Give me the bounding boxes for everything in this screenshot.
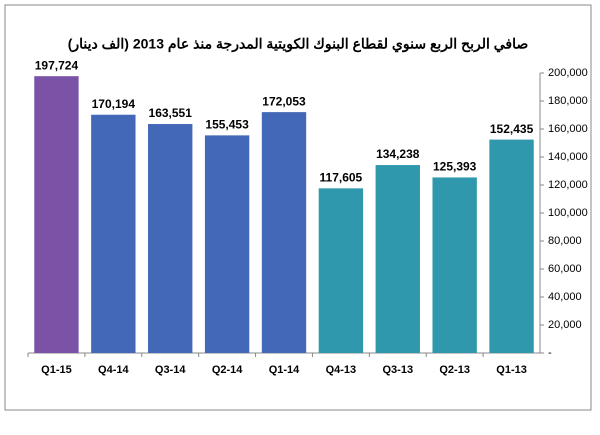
bar — [318, 188, 364, 353]
value-label: 125,393 — [433, 160, 477, 174]
y-tick-label: 180,000 — [548, 95, 588, 107]
y-tick-label: - — [548, 347, 552, 359]
y-tick-label: 20,000 — [548, 319, 582, 331]
y-tick-label: 160,000 — [548, 123, 588, 135]
value-label: 134,238 — [376, 147, 420, 161]
x-tick-label: Q2-13 — [439, 364, 470, 376]
y-tick-label: 140,000 — [548, 151, 588, 163]
x-tick-label: Q2-14 — [212, 364, 243, 376]
value-label: 155,453 — [205, 118, 249, 132]
bar — [375, 165, 420, 353]
y-tick-label: 40,000 — [548, 291, 582, 303]
bar — [261, 112, 307, 354]
y-tick-label: 120,000 — [548, 179, 588, 191]
value-label: 117,605 — [320, 171, 363, 185]
x-tick-label: Q3-14 — [155, 364, 186, 376]
bar — [432, 177, 477, 353]
bar — [204, 135, 250, 353]
x-tick-label: Q1-14 — [269, 364, 300, 376]
y-tick-label: 100,000 — [548, 207, 588, 219]
bar — [148, 124, 193, 354]
bar — [489, 139, 534, 353]
y-tick-label: 60,000 — [548, 263, 582, 275]
x-tick-label: Q3-13 — [382, 364, 413, 376]
y-tick-label: 80,000 — [548, 235, 582, 247]
x-tick-label: Q4-13 — [326, 364, 357, 376]
value-label: 163,551 — [149, 106, 193, 120]
chart-title: صافي الربح الربع سنوي لقطاع البنوك الكوي… — [68, 36, 529, 53]
bar — [34, 76, 79, 353]
value-label: 197,724 — [35, 58, 79, 72]
bar — [91, 114, 136, 354]
value-label: 170,194 — [92, 97, 136, 111]
y-tick-label: 200,000 — [548, 67, 588, 79]
x-tick-label: Q1-15 — [41, 364, 72, 376]
value-label: 172,053 — [262, 94, 306, 108]
x-tick-label: Q4-14 — [98, 364, 129, 376]
x-tick-label: Q1-13 — [496, 364, 527, 376]
value-label: 152,435 — [490, 122, 534, 136]
